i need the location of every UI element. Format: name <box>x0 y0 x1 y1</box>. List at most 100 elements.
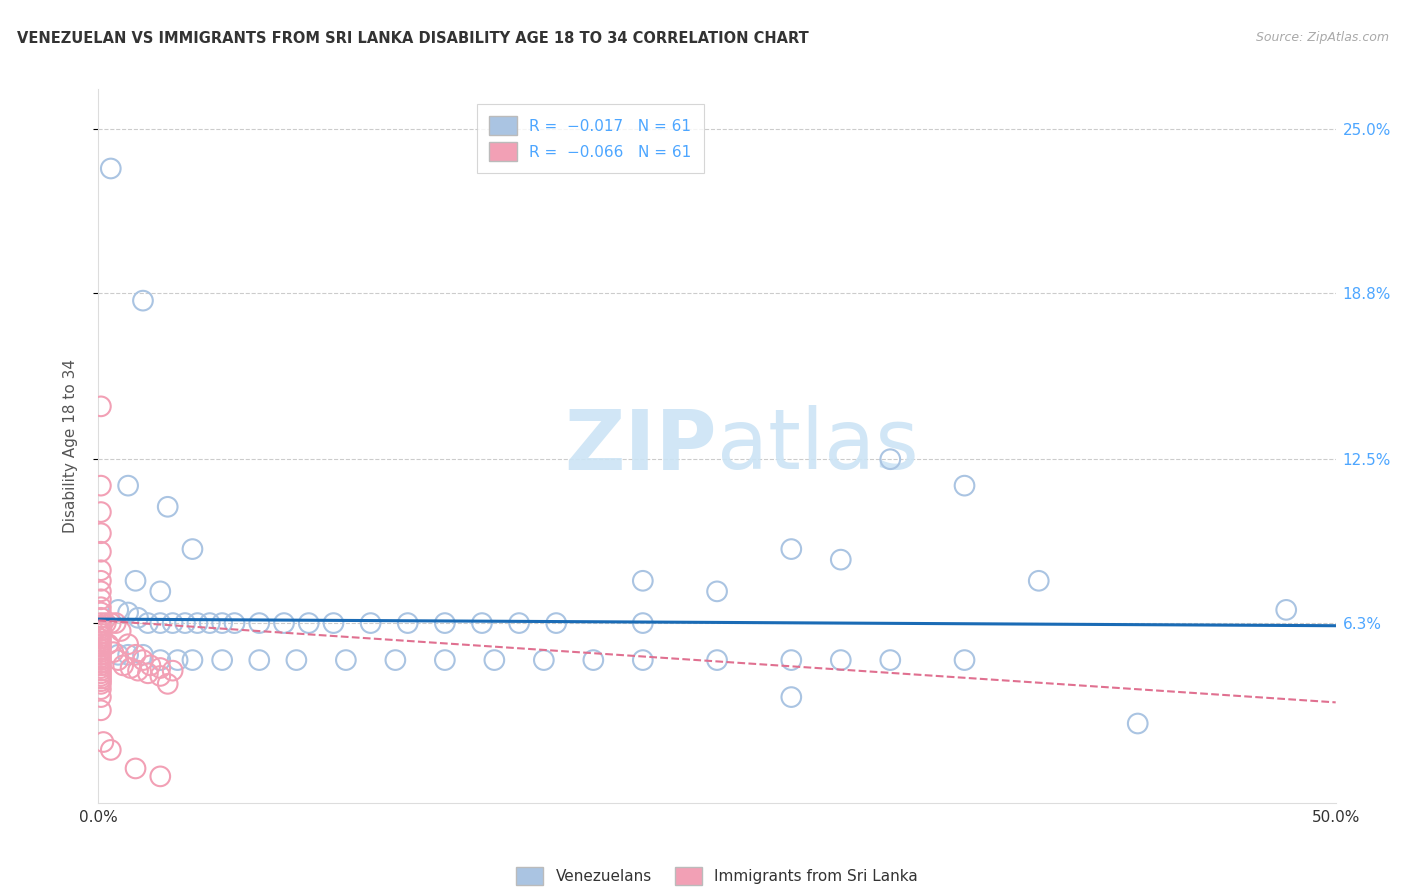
Point <box>90 505 112 519</box>
Point <box>285 653 308 667</box>
Point <box>90 600 112 615</box>
Point <box>1028 574 1050 588</box>
Point <box>247 616 270 631</box>
Point <box>90 618 112 632</box>
Point <box>90 606 112 620</box>
Point <box>117 637 139 651</box>
Point <box>162 664 184 678</box>
Point <box>471 616 494 631</box>
Point <box>90 637 112 651</box>
Point <box>384 653 406 667</box>
Point <box>90 592 112 607</box>
Point <box>484 653 506 667</box>
Point <box>174 616 197 631</box>
Point <box>120 661 142 675</box>
Point <box>94 616 117 631</box>
Point <box>136 616 159 631</box>
Point <box>90 656 112 670</box>
Point <box>127 664 149 678</box>
Point <box>90 645 112 659</box>
Point <box>156 500 179 514</box>
Point <box>582 653 605 667</box>
Legend: Venezuelans, Immigrants from Sri Lanka: Venezuelans, Immigrants from Sri Lanka <box>510 861 924 891</box>
Point <box>298 616 321 631</box>
Point <box>90 574 112 588</box>
Point <box>107 653 129 667</box>
Point <box>90 478 112 492</box>
Point <box>953 653 976 667</box>
Point <box>90 674 112 689</box>
Point <box>1126 716 1149 731</box>
Point <box>706 653 728 667</box>
Point <box>90 642 112 657</box>
Point <box>247 653 270 667</box>
Point <box>100 616 122 631</box>
Text: VENEZUELAN VS IMMIGRANTS FROM SRI LANKA DISABILITY AGE 18 TO 34 CORRELATION CHAR: VENEZUELAN VS IMMIGRANTS FROM SRI LANKA … <box>17 31 808 46</box>
Point <box>780 542 803 557</box>
Point <box>211 653 233 667</box>
Point <box>132 653 155 667</box>
Point <box>124 761 146 775</box>
Point <box>90 634 112 648</box>
Point <box>186 616 208 631</box>
Point <box>90 629 112 643</box>
Point <box>156 677 179 691</box>
Point <box>273 616 295 631</box>
Point <box>100 161 122 176</box>
Point <box>104 616 127 631</box>
Point <box>90 526 112 541</box>
Point <box>132 648 155 662</box>
Point <box>90 624 112 638</box>
Point <box>117 478 139 492</box>
Point <box>546 616 568 631</box>
Point <box>433 653 456 667</box>
Point <box>90 661 112 675</box>
Point <box>90 653 112 667</box>
Y-axis label: Disability Age 18 to 34: Disability Age 18 to 34 <box>63 359 77 533</box>
Point <box>90 677 112 691</box>
Point <box>139 658 162 673</box>
Point <box>181 653 204 667</box>
Point <box>90 621 112 635</box>
Point <box>780 690 803 704</box>
Point <box>181 542 204 557</box>
Point <box>149 669 172 683</box>
Point <box>90 616 112 631</box>
Point <box>631 616 654 631</box>
Text: atlas: atlas <box>717 406 918 486</box>
Point <box>117 606 139 620</box>
Point <box>124 648 146 662</box>
Point <box>90 545 112 559</box>
Point <box>166 653 188 667</box>
Point <box>97 637 120 651</box>
Point <box>830 653 852 667</box>
Point <box>631 653 654 667</box>
Point <box>90 703 112 717</box>
Point <box>149 769 172 783</box>
Point <box>90 626 112 640</box>
Point <box>90 669 112 683</box>
Point <box>90 648 112 662</box>
Point <box>90 690 112 704</box>
Point <box>132 293 155 308</box>
Text: ZIP: ZIP <box>565 406 717 486</box>
Point <box>149 616 172 631</box>
Point <box>90 584 112 599</box>
Point <box>396 616 419 631</box>
Point <box>107 603 129 617</box>
Point <box>93 735 115 749</box>
Point <box>117 648 139 662</box>
Point <box>149 653 172 667</box>
Point <box>335 653 357 667</box>
Point <box>90 658 112 673</box>
Point <box>162 616 184 631</box>
Point <box>110 624 132 638</box>
Point <box>433 616 456 631</box>
Point <box>90 672 112 686</box>
Point <box>322 616 344 631</box>
Point <box>149 661 172 675</box>
Point <box>533 653 555 667</box>
Point <box>136 666 159 681</box>
Point <box>360 616 382 631</box>
Point <box>953 478 976 492</box>
